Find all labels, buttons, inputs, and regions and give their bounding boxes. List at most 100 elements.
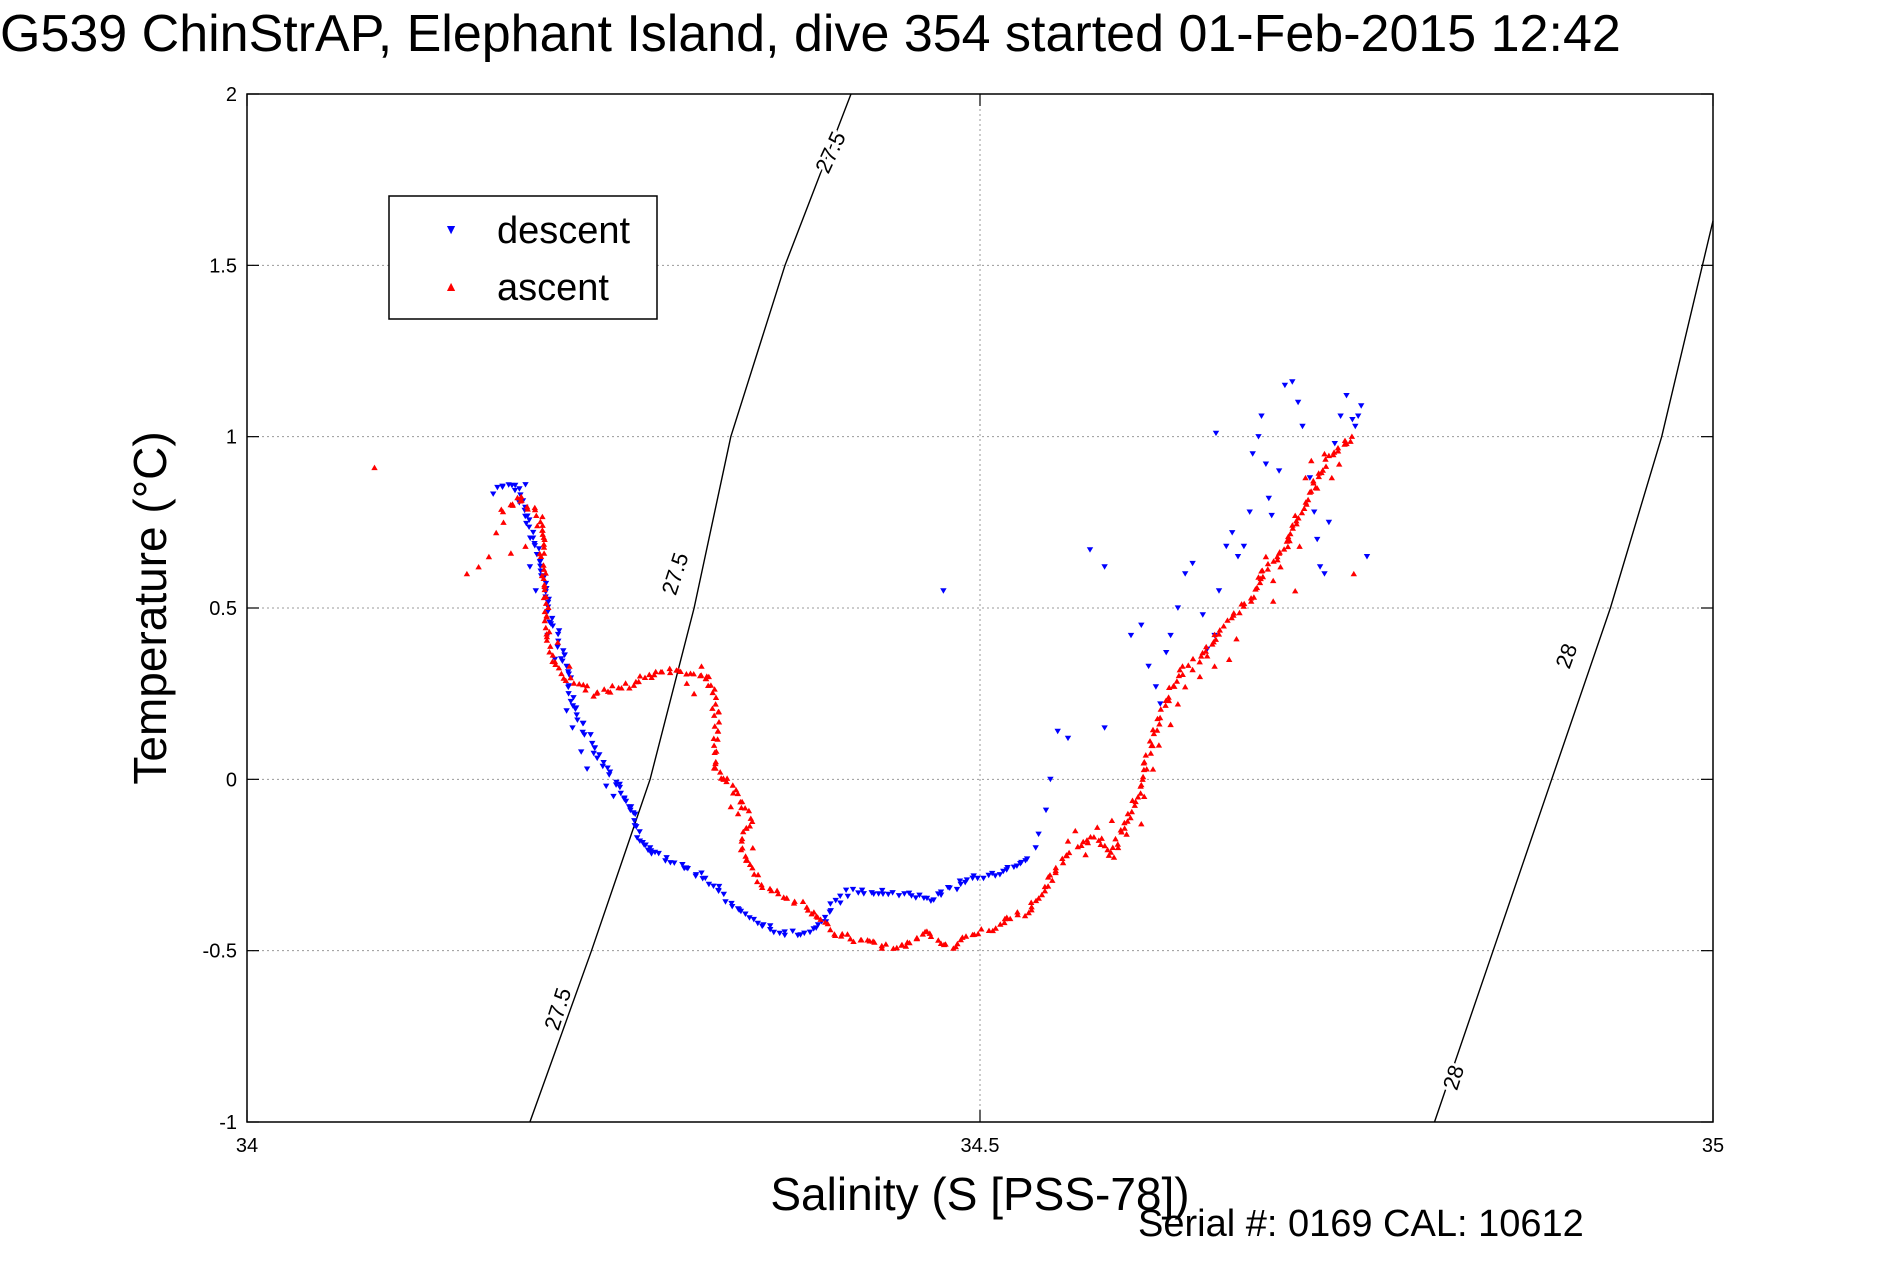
data-point-ascent (554, 639, 561, 645)
data-point-ascent (531, 506, 539, 513)
data-point-ascent (714, 728, 722, 734)
data-point-ascent (541, 586, 548, 593)
data-point-descent (522, 482, 529, 488)
data-point-descent (1138, 622, 1145, 628)
data-point-descent (621, 795, 628, 801)
data-point-descent (953, 886, 961, 893)
data-point-ascent (677, 668, 684, 674)
data-point-ascent (839, 930, 846, 937)
data-point-descent (963, 877, 971, 883)
data-point-descent (1163, 650, 1170, 656)
data-point-descent (600, 760, 607, 766)
data-point-ascent (493, 529, 500, 536)
data-point-ascent (698, 663, 705, 669)
data-point-descent (889, 890, 896, 896)
data-point-ascent (992, 925, 999, 931)
data-point-descent (1355, 413, 1362, 419)
data-point-ascent (1179, 671, 1186, 677)
data-point-descent (555, 628, 563, 634)
data-point-ascent (1336, 461, 1343, 467)
data-point-ascent (705, 673, 712, 680)
data-point-ascent (539, 513, 546, 520)
data-point-descent (523, 520, 530, 527)
data-point-descent (860, 891, 867, 897)
data-point-descent (767, 923, 774, 929)
data-point-ascent (734, 810, 742, 817)
data-point-ascent (1143, 766, 1150, 772)
data-point-ascent (1220, 623, 1227, 629)
data-point-ascent (371, 464, 378, 471)
data-point-descent (901, 891, 908, 897)
data-point-ascent (1224, 617, 1231, 623)
data-point-descent (957, 881, 964, 888)
data-point-ascent (711, 712, 718, 718)
data-point-descent (633, 824, 640, 830)
data-point-descent (1212, 430, 1220, 437)
data-point-ascent (541, 617, 548, 624)
data-point-ascent (1142, 752, 1149, 758)
data-point-ascent (1109, 844, 1116, 850)
data-point-ascent (666, 665, 673, 672)
data-point-ascent (1250, 594, 1258, 600)
data-point-ascent (524, 506, 531, 512)
x-axis-label: Salinity (S [PSS-78]) (770, 1168, 1189, 1220)
data-point-descent (655, 850, 662, 857)
data-point-descent (631, 818, 638, 824)
data-point-ascent (754, 878, 761, 885)
data-point-ascent (540, 562, 547, 568)
data-point-ascent (1021, 912, 1029, 919)
data-point-ascent (1173, 678, 1181, 684)
data-point-descent (827, 901, 834, 907)
data-point-descent (746, 915, 753, 921)
data-point-ascent (1028, 904, 1035, 910)
data-point-ascent (1123, 831, 1130, 837)
data-point-ascent (743, 824, 750, 831)
data-point-ascent (1295, 515, 1302, 521)
y-tick-label: 2 (226, 84, 237, 106)
data-point-ascent (1189, 655, 1197, 662)
data-point-ascent (1350, 570, 1357, 577)
data-point-ascent (893, 944, 900, 951)
data-point-descent (603, 783, 610, 790)
data-point-descent (1018, 859, 1025, 866)
data-point-descent (1358, 403, 1365, 409)
data-point-descent (1054, 728, 1061, 735)
data-point-ascent (1128, 808, 1135, 815)
data-point-descent (937, 889, 945, 895)
data-point-ascent (1289, 525, 1296, 531)
data-point-ascent (475, 564, 482, 570)
data-point-descent (587, 732, 594, 738)
data-point-descent (858, 887, 866, 894)
data-point-ascent (734, 790, 742, 797)
data-point-ascent (1274, 553, 1281, 560)
data-point-descent (722, 899, 729, 905)
data-point-ascent (768, 887, 775, 894)
data-point-ascent (1308, 457, 1315, 464)
data-point-descent (832, 897, 839, 904)
data-point-ascent (742, 853, 749, 859)
data-point-descent (525, 524, 533, 530)
data-point-ascent (790, 900, 798, 906)
data-point-descent (1306, 475, 1314, 481)
data-point-ascent (1121, 819, 1128, 826)
data-point-descent (596, 752, 603, 758)
data-point-ascent (635, 678, 642, 685)
data-point-ascent (1104, 846, 1111, 853)
data-point-descent (527, 535, 534, 541)
data-point-descent (826, 909, 833, 915)
data-point-descent (616, 781, 623, 788)
data-point-ascent (547, 643, 554, 649)
data-point-descent (583, 766, 591, 772)
data-point-descent (646, 845, 654, 851)
data-point-descent (855, 890, 862, 896)
data-point-descent (581, 732, 588, 738)
data-point-ascent (583, 682, 591, 689)
data-point-ascent (543, 637, 551, 643)
data-point-ascent (1334, 445, 1342, 451)
data-point-ascent (1292, 512, 1299, 518)
data-point-ascent (723, 775, 731, 781)
data-point-descent (985, 872, 992, 879)
data-point-ascent (601, 686, 608, 692)
data-point-ascent (1241, 600, 1248, 607)
data-point-ascent (902, 943, 910, 949)
